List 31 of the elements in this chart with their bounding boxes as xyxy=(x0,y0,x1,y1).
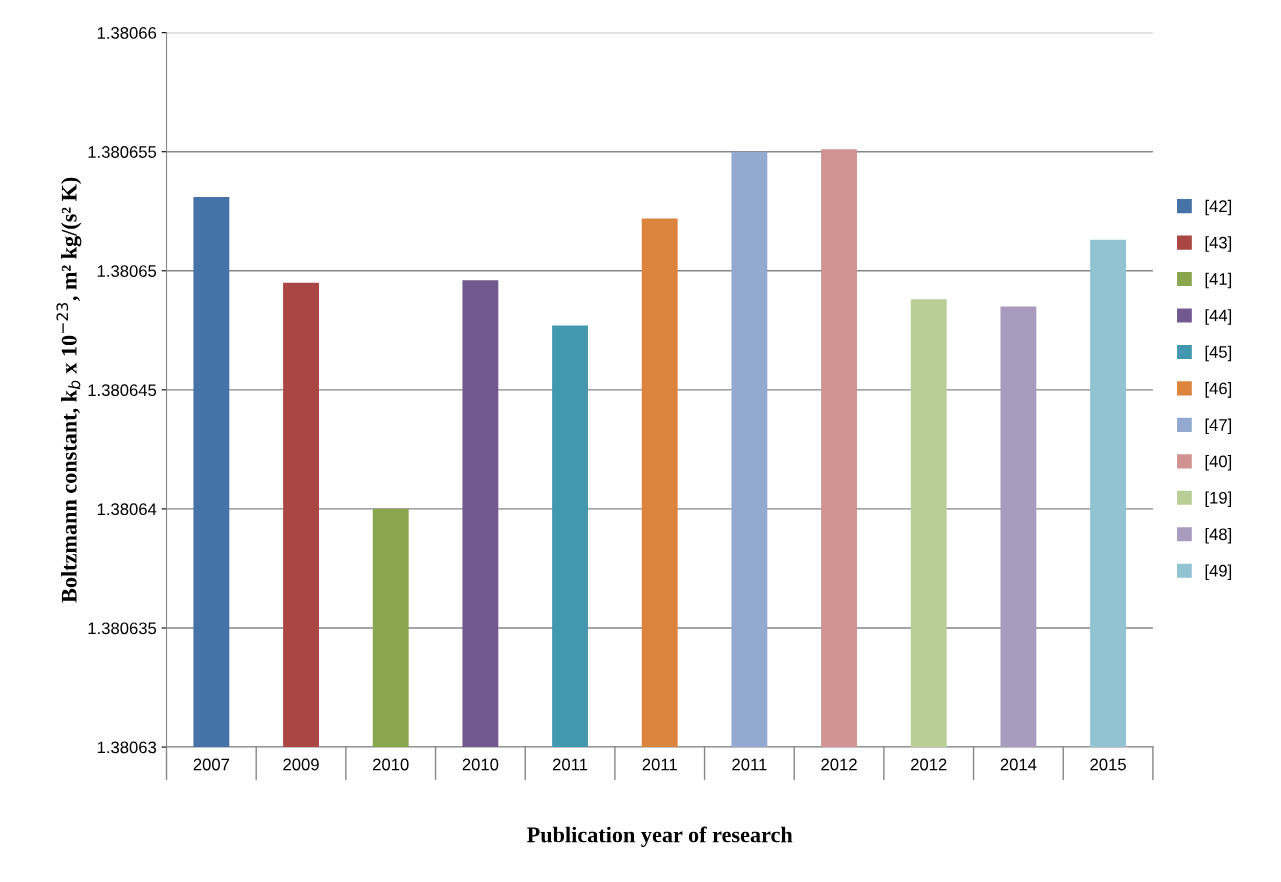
x-tick-label: 2012 xyxy=(911,758,947,771)
x-tick-label: 2010 xyxy=(373,758,409,771)
legend-label: [40] xyxy=(1205,455,1232,471)
x-tick-label: 2015 xyxy=(1090,758,1126,771)
legend-label: [45] xyxy=(1205,345,1232,362)
x-tick-label: 2012 xyxy=(821,758,857,771)
x-tick-label: 2011 xyxy=(552,758,588,771)
x-axis-title: Publication year of research xyxy=(527,826,793,847)
legend-label: [41] xyxy=(1205,272,1232,289)
x-tick-label: 2009 xyxy=(283,758,319,771)
legend-label: [49] xyxy=(1205,564,1232,580)
legend-label: [46] xyxy=(1205,382,1232,398)
y-tick-label: 1.380655 xyxy=(88,146,157,158)
x-tick-label: 2011 xyxy=(732,758,767,771)
y-tick-label: 1.38066 xyxy=(97,27,157,39)
y-tick-label: 1.38063 xyxy=(97,741,157,754)
y-tick-label: 1.380645 xyxy=(88,384,157,397)
legend-label: [19] xyxy=(1205,491,1232,508)
x-tick-label: 2014 xyxy=(1000,758,1037,771)
y-tick-label: 1.38065 xyxy=(97,265,157,277)
legend-label: [48] xyxy=(1205,527,1232,544)
x-tick-label: 2011 xyxy=(642,758,677,771)
legend-label: [43] xyxy=(1205,236,1232,252)
y-tick-label: 1.380635 xyxy=(88,622,157,635)
legend-label: [44] xyxy=(1205,309,1232,325)
y-axis-title: Boltzmann constant, k$_{b}$ x 10$^{−23}$, m² kg/(s² K) xyxy=(56,177,82,603)
legend-label: [47] xyxy=(1205,418,1232,435)
legend-label: [42] xyxy=(1205,199,1232,216)
x-tick-label: 2007 xyxy=(193,758,230,771)
x-tick-label: 2010 xyxy=(462,758,499,771)
y-tick-label: 1.38064 xyxy=(97,503,157,516)
